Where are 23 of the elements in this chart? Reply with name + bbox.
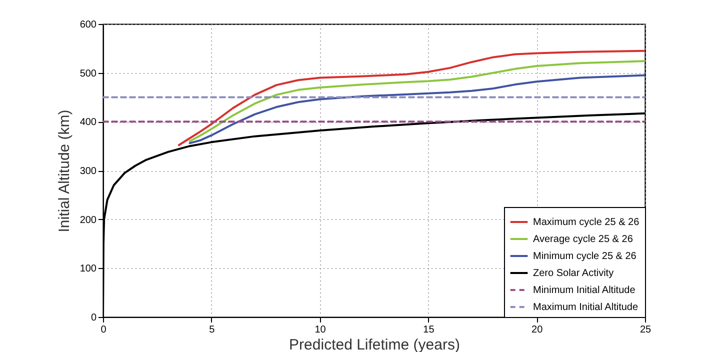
- x-tick-label: 25: [640, 324, 652, 336]
- line-series: [188, 74, 645, 144]
- legend-label: Minimum Initial Altitude: [533, 285, 636, 296]
- legend-label: Maximum cycle 25 & 26: [533, 217, 640, 228]
- legend-label: Minimum cycle 25 & 26: [533, 251, 637, 262]
- x-tick-label: 20: [532, 324, 544, 336]
- legend-label: Zero Solar Activity: [533, 268, 614, 279]
- x-tick-label: 10: [314, 324, 326, 336]
- y-axis-title: Initial Altitude (km): [56, 110, 73, 232]
- line-series: [188, 60, 645, 142]
- x-tick-label: 15: [423, 324, 435, 336]
- y-tick-label: 300: [80, 166, 97, 177]
- y-tick-label: 200: [80, 214, 97, 226]
- y-tick-label: 400: [80, 117, 97, 128]
- y-tick-label: 600: [80, 20, 97, 30]
- legend-label: Maximum Initial Altitude: [533, 302, 638, 313]
- x-tick-label: 0: [100, 324, 107, 336]
- x-tick-label: 5: [209, 324, 216, 336]
- line-series: [178, 50, 645, 146]
- legend-label: Average cycle 25 & 26: [533, 234, 634, 245]
- y-tick-label: 500: [80, 68, 97, 80]
- y-tick-label: 100: [80, 264, 97, 275]
- y-tick-label: 0: [90, 312, 97, 324]
